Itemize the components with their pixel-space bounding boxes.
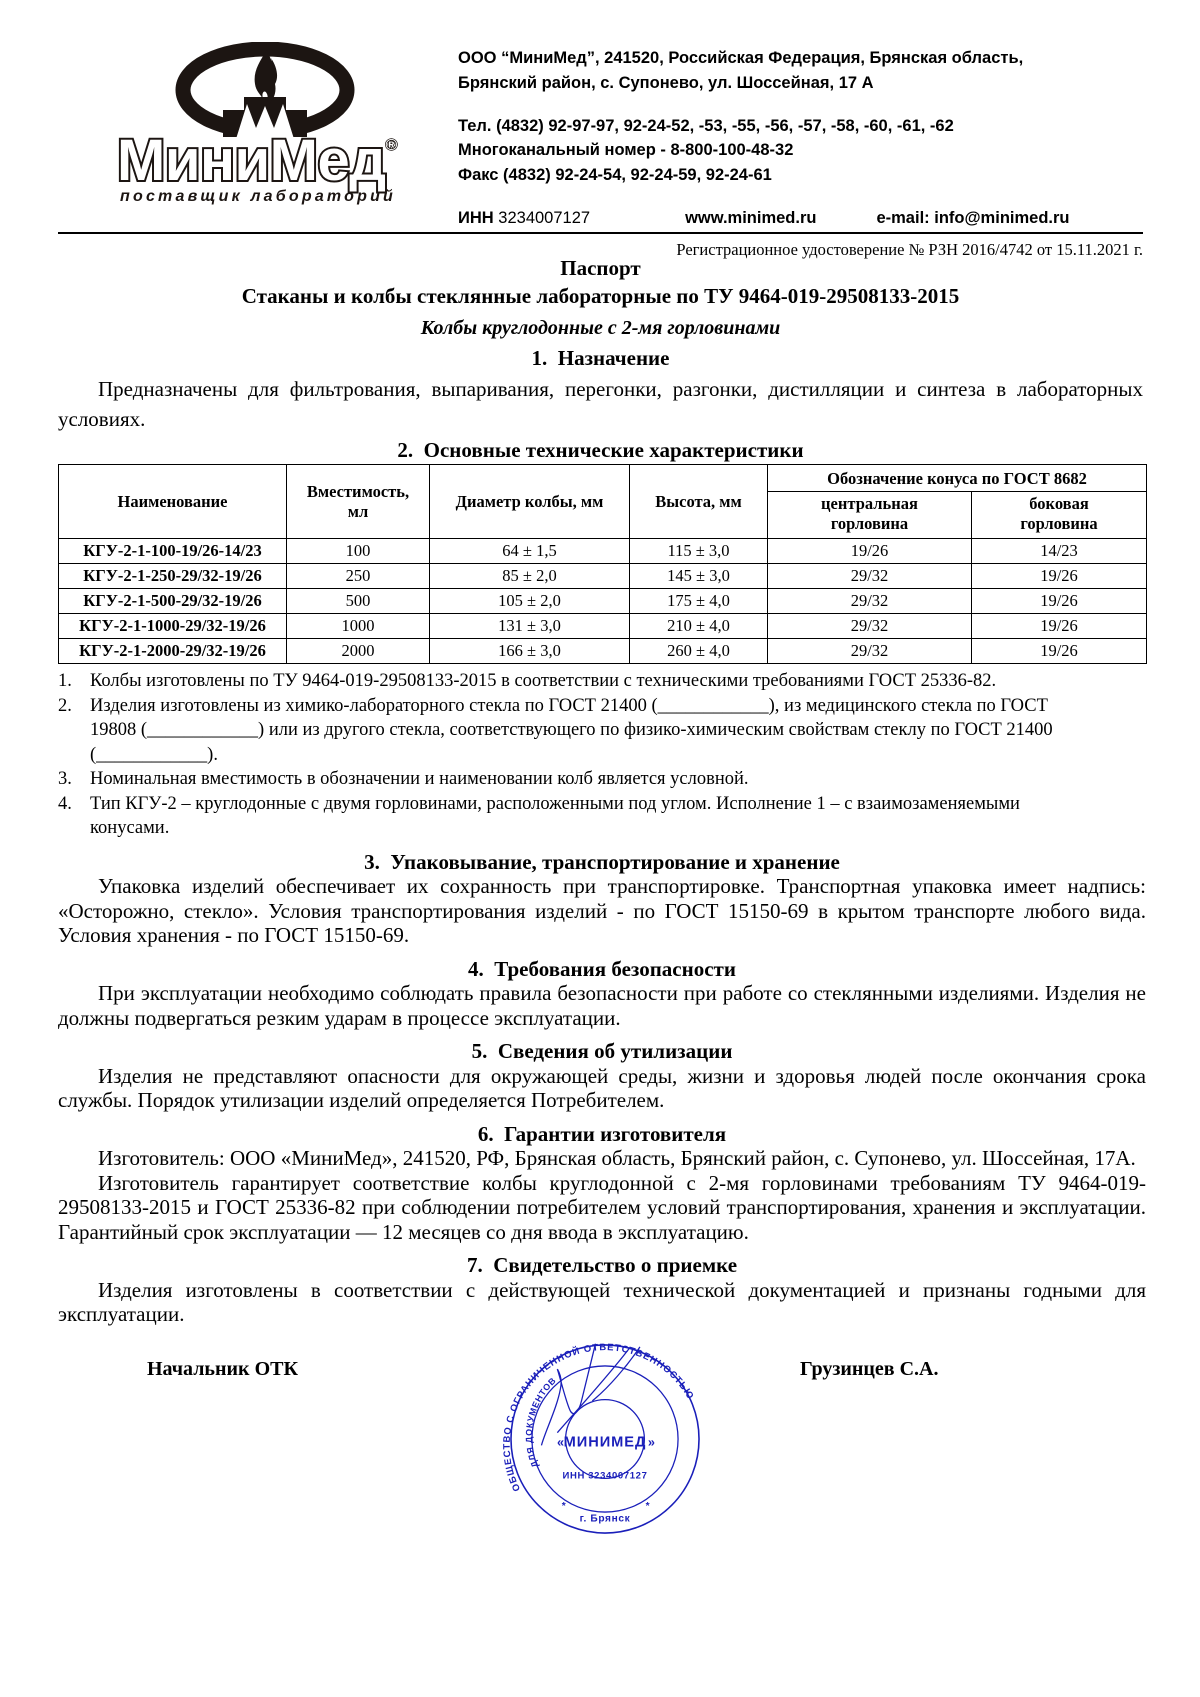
- svg-text:МИНИМЕД: МИНИМЕД: [564, 1435, 647, 1451]
- svg-text:*: *: [562, 1501, 566, 1512]
- svg-text:г. Брянск: г. Брянск: [580, 1514, 631, 1525]
- svg-text:»: »: [648, 1436, 655, 1450]
- svg-text:*: *: [646, 1501, 650, 1512]
- svg-text:ИНН 3234007127: ИНН 3234007127: [562, 1470, 647, 1481]
- svg-text:«: «: [557, 1436, 564, 1450]
